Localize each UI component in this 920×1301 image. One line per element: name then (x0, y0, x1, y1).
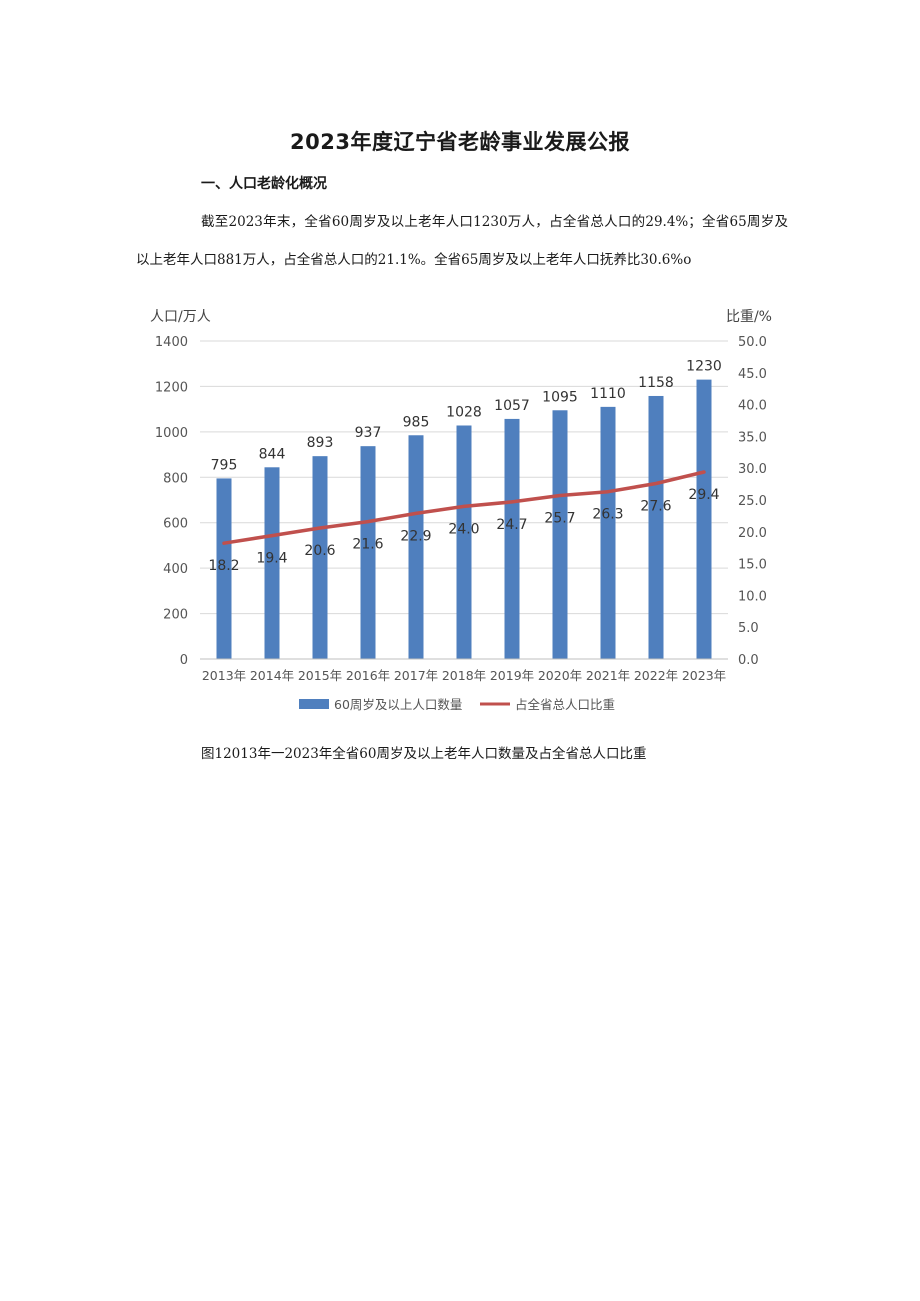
bar (360, 446, 376, 659)
line-point (222, 541, 226, 545)
line-point (606, 490, 610, 494)
left-tick-label: 600 (163, 517, 188, 532)
right-axis-title: 比重/% (726, 309, 772, 325)
line-point (510, 500, 514, 504)
section-heading: 一、人口老龄化概况 (201, 176, 327, 192)
right-tick-label: 40.0 (738, 399, 767, 414)
x-tick-label: 2022年 (634, 668, 678, 683)
bar-value-label: 844 (259, 446, 286, 462)
chart-svg: 人口/万人 比重/% 795 844 893 937 985 1028 1057 1095 11… (150, 309, 772, 712)
line-value-label: 25.7 (544, 511, 575, 527)
body-paragraph: 截至2023年末，全省60周岁及以上老年人口1230万人，占全省总人口的29.4… (136, 214, 788, 268)
line-point (318, 526, 322, 530)
bar-value-label: 1057 (494, 398, 530, 414)
figure-caption: 图12013年一2023年全省60周岁及以上老年人口数量及占全省总人口比重 (201, 746, 647, 762)
right-tick-label: 25.0 (738, 494, 767, 509)
bar-value-label: 985 (403, 414, 430, 430)
document-title: 2023年度辽宁省老龄事业发展公报 (290, 130, 630, 154)
right-tick-label: 15.0 (738, 558, 767, 573)
line-value-label: 29.4 (688, 487, 719, 503)
bar (312, 456, 328, 659)
line-point (702, 470, 706, 474)
bar (648, 395, 664, 659)
bar-value-label: 1110 (590, 386, 626, 402)
x-tick-label: 2021年 (586, 668, 630, 683)
right-tick-label: 5.0 (738, 621, 759, 636)
right-tick-label: 30.0 (738, 462, 767, 477)
line-point (654, 481, 658, 485)
left-tick-label: 0 (180, 653, 188, 668)
left-tick-label: 400 (163, 562, 188, 577)
right-tick-label: 35.0 (738, 430, 767, 445)
x-tick-label: 2016年 (346, 668, 390, 683)
line-value-label: 24.0 (448, 521, 479, 537)
line-value-label: 18.2 (208, 558, 239, 574)
x-tick-label: 2013年 (202, 668, 246, 683)
x-tick-label: 2020年 (538, 668, 582, 683)
line-value-label: 20.6 (304, 543, 335, 559)
x-tick-label: 2017年 (394, 668, 438, 683)
bar (600, 406, 616, 659)
line-value-label: 21.6 (352, 537, 383, 553)
line-point (462, 504, 466, 508)
bar (408, 435, 424, 659)
bar-value-label: 893 (307, 435, 334, 451)
x-tick-label: 2015年 (298, 668, 342, 683)
x-tick-label: 2014年 (250, 668, 294, 683)
legend-bar-label: 60周岁及以上人口数量 (334, 697, 462, 712)
legend-bar-swatch (299, 699, 329, 709)
bar-value-label: 1158 (638, 375, 674, 391)
left-axis-title: 人口/万人 (150, 309, 211, 325)
bar (456, 425, 472, 659)
bar-value-label: 795 (211, 457, 238, 473)
right-tick-label: 45.0 (738, 367, 767, 382)
line-point (558, 494, 562, 498)
bar (696, 379, 712, 659)
line-point (366, 520, 370, 524)
bar-value-label: 1095 (542, 389, 578, 405)
legend-line-label: 占全省总人口比重 (515, 697, 615, 712)
right-tick-label: 0.0 (738, 653, 759, 668)
left-tick-label: 800 (163, 471, 188, 486)
line-value-label: 26.3 (592, 507, 623, 523)
line-point (414, 511, 418, 515)
right-tick-label: 20.0 (738, 526, 767, 541)
bar-value-label: 1028 (446, 404, 482, 420)
line-point (270, 534, 274, 538)
right-tick-label: 50.0 (738, 335, 767, 350)
line-value-label: 22.9 (400, 528, 431, 544)
bar (264, 467, 280, 659)
left-tick-label: 1400 (155, 335, 188, 350)
line-value-label: 27.6 (640, 498, 671, 514)
bar (216, 478, 232, 659)
bar-value-label: 937 (355, 425, 382, 441)
population-chart: 人口/万人 比重/% 795 844 893 937 985 1028 1057 1095 11… (138, 300, 788, 720)
left-tick-label: 1200 (155, 380, 188, 395)
bar-value-label: 1230 (686, 359, 722, 375)
right-tick-label: 10.0 (738, 589, 767, 604)
left-tick-label: 1000 (155, 426, 188, 441)
x-tick-label: 2018年 (442, 668, 486, 683)
x-tick-label: 2019年 (490, 668, 534, 683)
bar (504, 418, 520, 659)
bar (552, 410, 568, 659)
x-tick-label: 2023年 (682, 668, 726, 683)
line-value-label: 24.7 (496, 517, 527, 533)
line-value-label: 19.4 (256, 551, 287, 567)
left-tick-label: 200 (163, 608, 188, 623)
